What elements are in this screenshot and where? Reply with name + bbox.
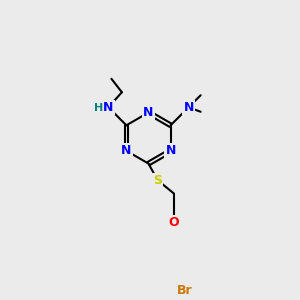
Text: O: O bbox=[169, 216, 179, 230]
Text: N: N bbox=[165, 144, 176, 157]
Text: N: N bbox=[143, 106, 154, 119]
Text: N: N bbox=[121, 144, 132, 157]
Text: S: S bbox=[153, 174, 162, 187]
Text: Br: Br bbox=[177, 284, 192, 297]
Text: N: N bbox=[103, 101, 114, 114]
Text: N: N bbox=[183, 101, 194, 114]
Text: H: H bbox=[94, 103, 103, 113]
